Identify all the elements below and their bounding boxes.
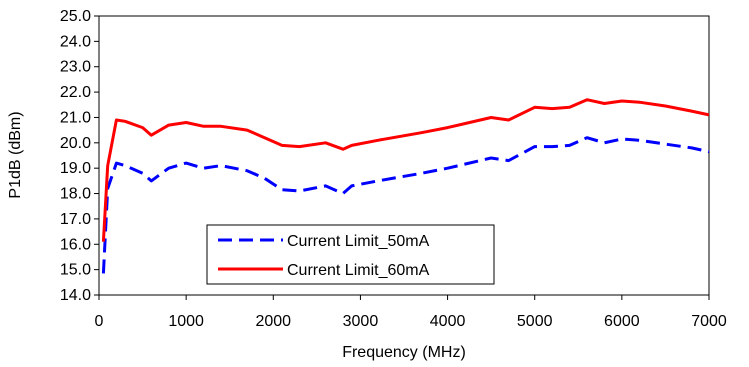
series-2-point bbox=[124, 120, 127, 123]
series-2-point bbox=[708, 113, 711, 116]
y-tick-label: 21.0 bbox=[60, 109, 91, 126]
series-1-point bbox=[507, 159, 510, 162]
y-tick-label: 16.0 bbox=[60, 236, 91, 253]
series-2-point bbox=[220, 125, 223, 128]
series-1-point bbox=[281, 188, 284, 191]
series-2-point bbox=[324, 141, 327, 144]
x-tick-label: 1000 bbox=[168, 313, 204, 330]
series-1-point bbox=[446, 167, 449, 170]
series-2-point bbox=[551, 107, 554, 110]
series-1-point bbox=[420, 172, 423, 175]
series-1-point bbox=[246, 169, 249, 172]
y-tick-label: 19.0 bbox=[60, 160, 91, 177]
x-tick-label: 6000 bbox=[604, 313, 640, 330]
series-2-point bbox=[568, 106, 571, 109]
series-2-point bbox=[202, 125, 205, 128]
series-1-point bbox=[263, 177, 266, 180]
series-2-point bbox=[446, 126, 449, 129]
series-1-point bbox=[664, 143, 667, 146]
series-2-point bbox=[603, 102, 606, 105]
series-1-point bbox=[350, 184, 353, 187]
x-tick-label: 2000 bbox=[255, 313, 291, 330]
series-2-point bbox=[185, 121, 188, 124]
legend-box bbox=[206, 224, 495, 285]
series-1-point bbox=[202, 167, 205, 170]
series-1-point bbox=[533, 145, 536, 148]
series-2-point bbox=[342, 148, 345, 151]
series-2-point bbox=[115, 119, 118, 122]
series-1-point bbox=[298, 190, 301, 193]
x-axis-ticks: 0 1000 2000 3000 4000 5000 6000 7000 bbox=[95, 295, 727, 330]
y-tick-label: 22.0 bbox=[60, 84, 91, 101]
series-2-point bbox=[246, 129, 249, 132]
series-1-point bbox=[150, 179, 153, 182]
series-2-point bbox=[263, 136, 266, 139]
series-2-point bbox=[281, 144, 284, 147]
series-2-point bbox=[376, 139, 379, 142]
series-2-point bbox=[106, 164, 109, 167]
x-tick-label: 4000 bbox=[430, 313, 466, 330]
series-2-point bbox=[620, 100, 623, 103]
series-2-point bbox=[150, 134, 153, 137]
y-tick-label: 17.0 bbox=[60, 211, 91, 228]
x-tick-label: 3000 bbox=[343, 313, 379, 330]
series-2-point bbox=[507, 119, 510, 122]
series-1-point bbox=[490, 157, 493, 160]
legend-label-series-1: Current Limit_50mA bbox=[287, 233, 430, 250]
series-2-point bbox=[533, 106, 536, 109]
series-1-point bbox=[568, 144, 571, 147]
y-tick-label: 15.0 bbox=[60, 262, 91, 279]
y-axis-title: P1dB (dBm) bbox=[7, 111, 24, 198]
x-axis-title: Frequency (MHz) bbox=[342, 344, 466, 361]
y-tick-label: 23.0 bbox=[60, 59, 91, 76]
y-tick-label: 14.0 bbox=[60, 287, 91, 304]
series-1-point bbox=[708, 150, 711, 153]
series-1-point bbox=[102, 272, 105, 275]
series-2-point bbox=[638, 101, 641, 104]
series-2-point bbox=[586, 98, 589, 101]
series-2-point bbox=[141, 126, 144, 129]
series-2-point bbox=[350, 144, 353, 147]
x-tick-label: 5000 bbox=[517, 313, 553, 330]
series-1-point bbox=[551, 145, 554, 148]
series-1-point bbox=[342, 192, 345, 195]
series-1-point bbox=[620, 138, 623, 141]
series-layer bbox=[101, 98, 711, 275]
series-1-point bbox=[324, 184, 327, 187]
series-2-point bbox=[690, 110, 693, 113]
series-line-1 bbox=[101, 136, 710, 274]
series-1-point bbox=[586, 136, 589, 139]
series-2-point bbox=[298, 145, 301, 148]
series-2-point bbox=[102, 240, 105, 243]
series-2-point bbox=[664, 105, 667, 108]
series-1-point bbox=[690, 146, 693, 149]
y-tick-label: 18.0 bbox=[60, 186, 91, 203]
series-1-point bbox=[638, 139, 641, 142]
series-line-2 bbox=[101, 98, 710, 242]
y-axis-ticks: 14.0 15.0 16.0 17.0 18.0 19.0 20.0 21.0 22.0 23.0… bbox=[60, 8, 99, 304]
y-tick-label: 24.0 bbox=[60, 33, 91, 50]
legend: Current Limit_50mA Current Limit_60mA bbox=[206, 224, 495, 285]
series-2-point bbox=[490, 116, 493, 119]
series-2-point bbox=[420, 131, 423, 134]
y-tick-label: 25.0 bbox=[60, 8, 91, 25]
series-1-point bbox=[115, 162, 118, 165]
series-1-point bbox=[167, 167, 170, 170]
series-2-point bbox=[167, 124, 170, 127]
legend-label-series-2: Current Limit_60mA bbox=[287, 262, 430, 279]
series-1-point bbox=[603, 141, 606, 144]
y-tick-label: 20.0 bbox=[60, 135, 91, 152]
x-tick-label: 0 bbox=[95, 313, 104, 330]
series-1-point bbox=[185, 162, 188, 165]
series-1-point bbox=[124, 164, 127, 167]
series-1-point bbox=[220, 164, 223, 167]
x-tick-label: 7000 bbox=[691, 313, 727, 330]
series-1-point bbox=[141, 172, 144, 175]
series-1-point bbox=[376, 179, 379, 182]
